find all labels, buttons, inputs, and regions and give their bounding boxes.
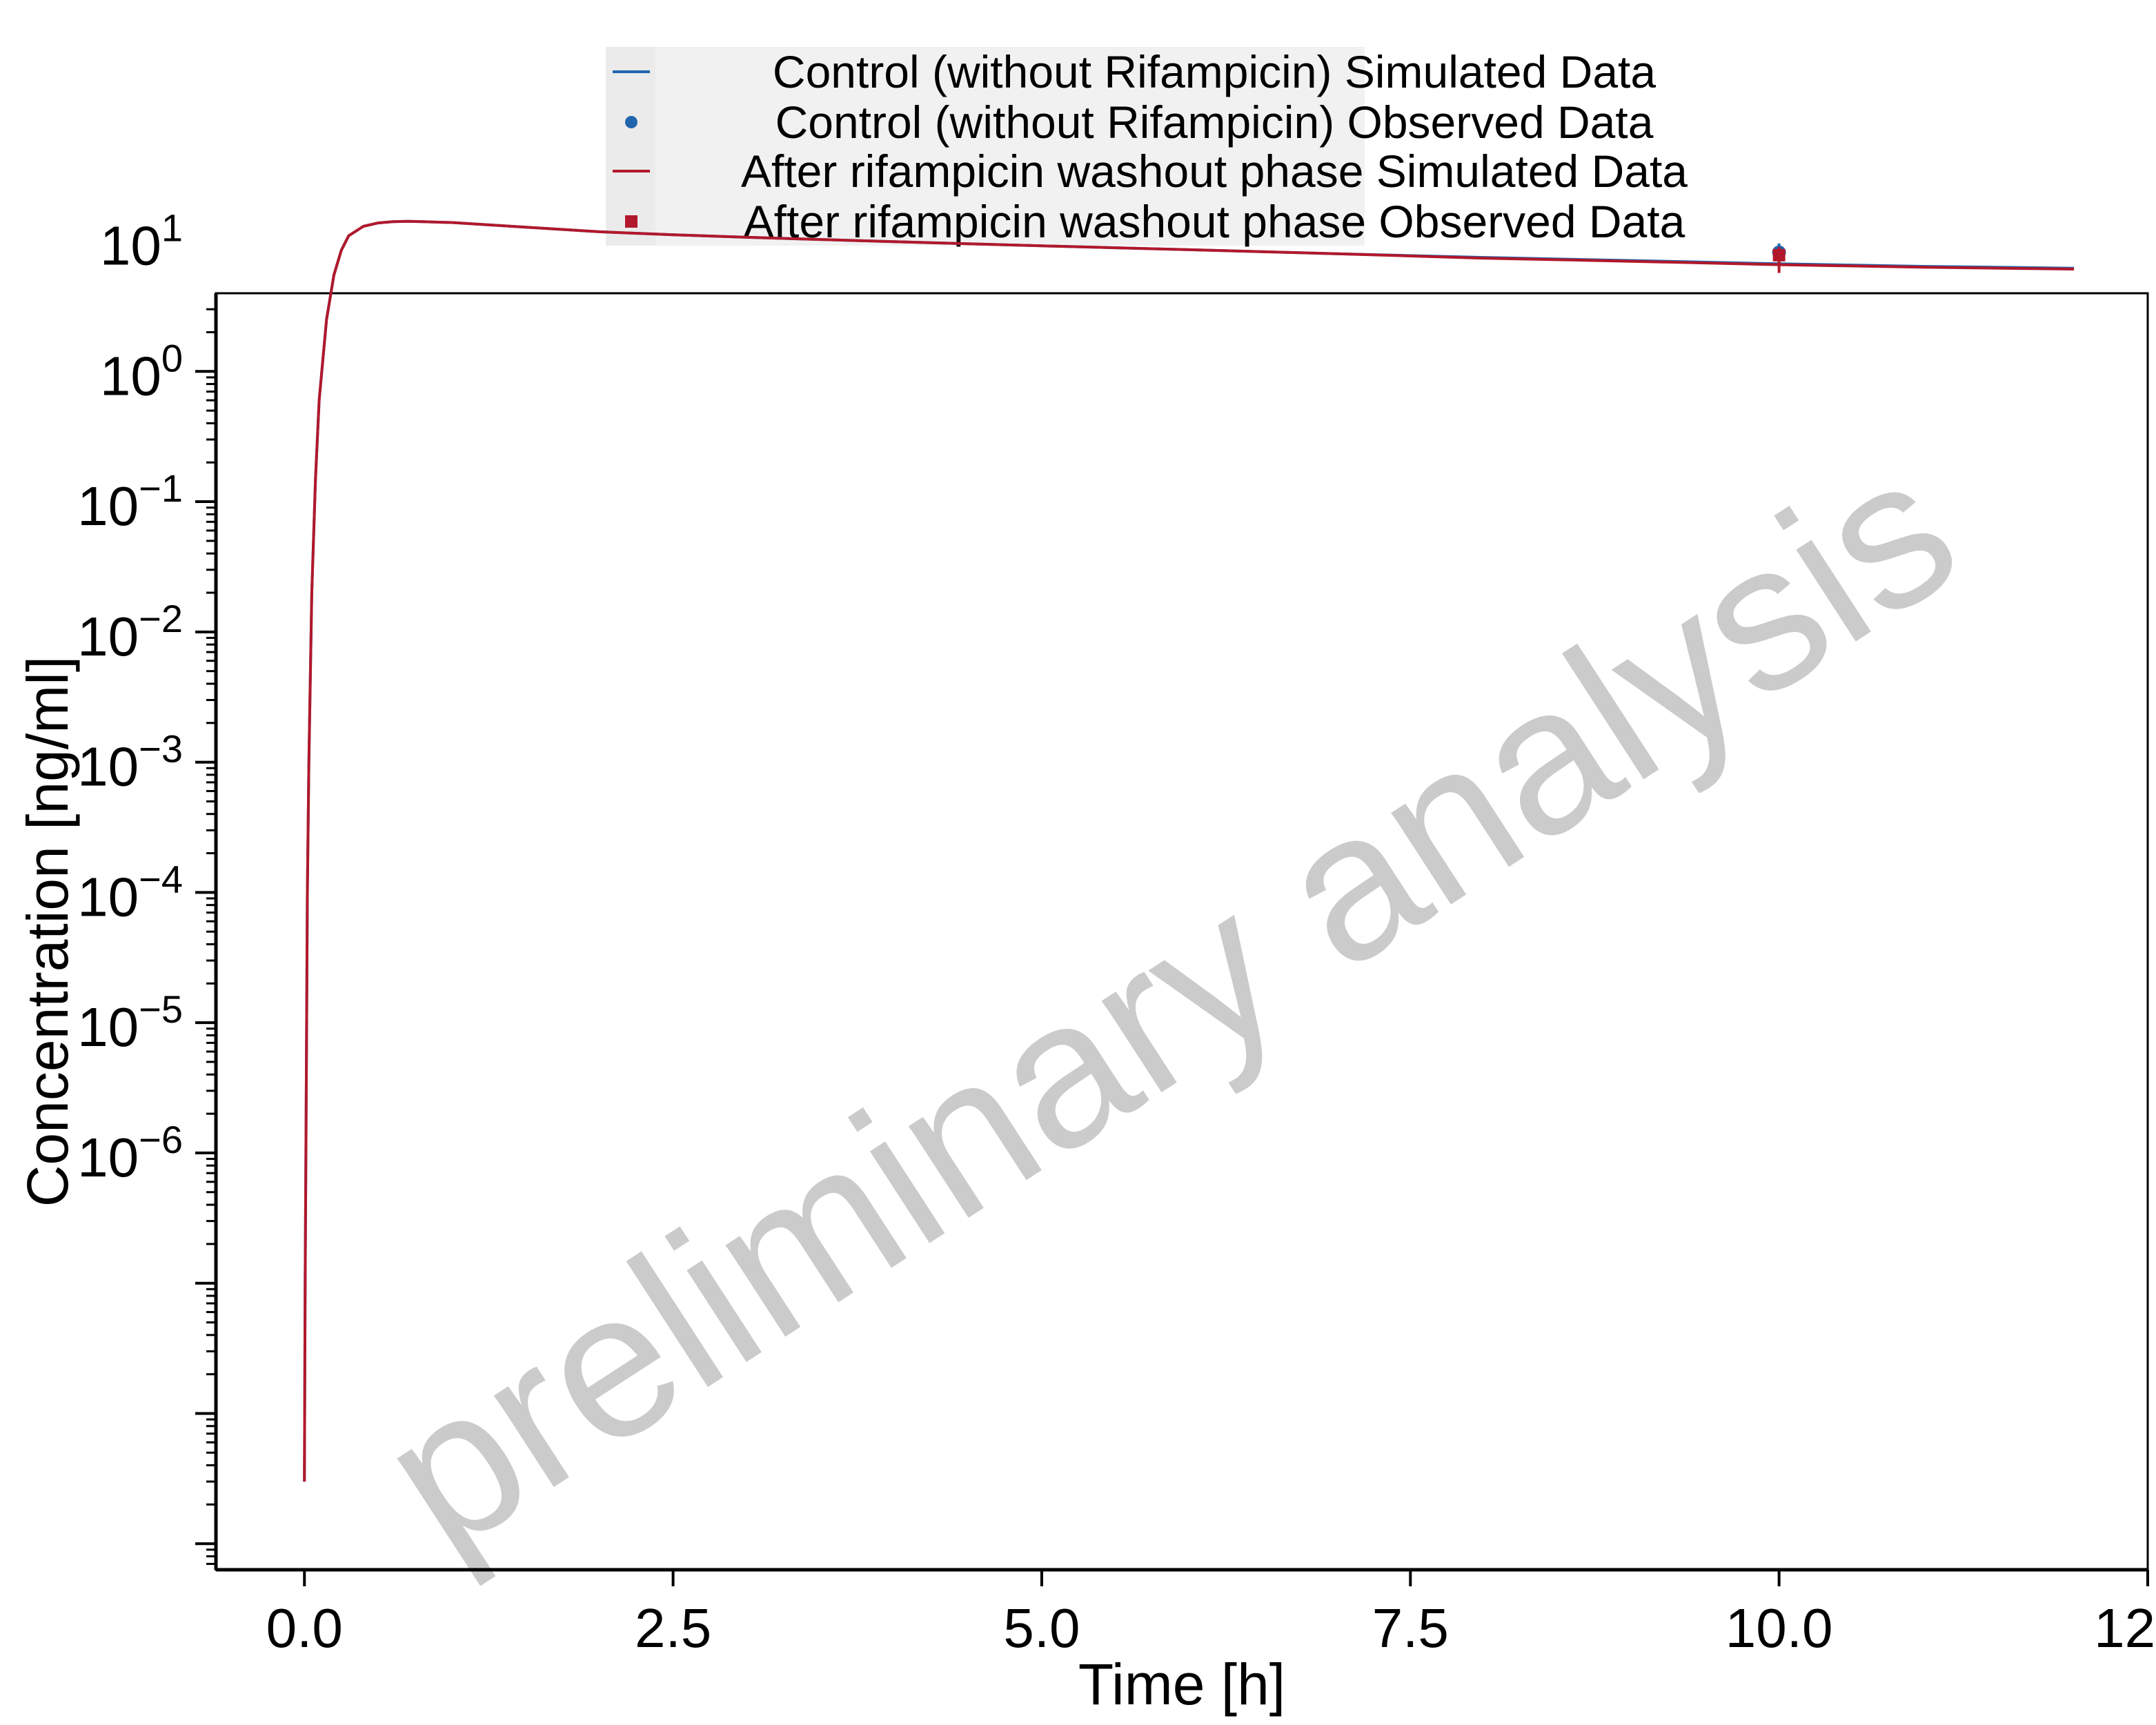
y-tick-label-exponent: −6 [139,1118,183,1161]
y-tick-label-base: 10 [77,475,139,537]
legend-swatch-control-observed [625,116,637,128]
x-tick-label: 12.5 [2094,1597,2156,1659]
series-layer [303,219,2075,1482]
y-tick-label: 10−1 [77,466,183,537]
y-tick-label: 10−6 [77,1118,183,1188]
legend-key-background [606,47,655,246]
y-tick-label-exponent: −3 [139,727,183,771]
legend-background [606,47,1365,246]
series-line-2 [303,219,2075,1482]
y-tick-label: 10−2 [77,597,183,667]
data-point [1772,248,1786,262]
y-tick-label-base: 10 [77,606,139,667]
x-tick-label: 2.5 [635,1597,711,1659]
legend-label-control-observed: Control (without Rifampicin) Observed Da… [775,97,1654,148]
x-tick-label: 0.0 [266,1597,343,1659]
x-tick-label: 7.5 [1372,1597,1449,1659]
x-axis-title: Time [h] [1078,1652,1285,1717]
y-tick-label: 10−3 [77,727,183,798]
legend: Control (without Rifampicin) Simulated D… [606,46,1688,247]
legend-label-washout-simulated: After rifampicin washout phase Simulated… [741,146,1688,197]
x-axis-ticks: 0.0 2.5 5.0 7.5 10.0 12.5 [266,1570,2156,1659]
y-tick-label-exponent: −2 [139,597,183,640]
y-tick-label: 100 [100,336,183,406]
y-tick-label: 10−4 [77,857,183,927]
y-tick-label-exponent: 1 [161,206,183,249]
y-tick-label-base: 10 [77,736,139,798]
y-tick-label-base: 10 [77,1127,139,1188]
x-tick-label: 5.0 [1003,1597,1080,1659]
legend-swatch-washout-observed [625,215,637,228]
y-tick-label-exponent: 0 [161,336,183,379]
watermark: preliminary analysis [343,411,1994,1596]
legend-label-washout-observed: After rifampicin washout phase Observed … [744,196,1685,247]
y-tick-label-exponent: −1 [139,466,183,510]
y-tick-label-base: 10 [100,215,161,276]
y-tick-label: 101 [100,206,183,276]
y-tick-label-base: 10 [100,345,161,406]
legend-label-control-simulated: Control (without Rifampicin) Simulated D… [773,46,1656,97]
x-tick-label: 10.0 [1725,1597,1833,1659]
y-tick-label-exponent: −4 [139,857,183,900]
y-tick-label: 10−5 [77,987,183,1058]
y-tick-label-base: 10 [77,866,139,927]
y-axis-title: Concentration [ng/ml] [15,656,80,1207]
y-tick-label-exponent: −5 [139,987,183,1031]
y-tick-label-base: 10 [77,996,139,1058]
